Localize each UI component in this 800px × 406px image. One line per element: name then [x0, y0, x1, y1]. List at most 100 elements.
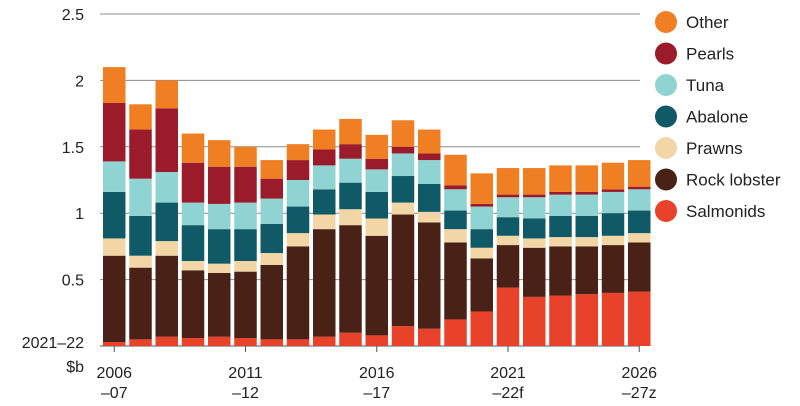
legend: Other Pearls Tuna Abalone Prawns Rock lobster… — [655, 11, 781, 222]
bar-segment-rock-lobster — [181, 270, 205, 339]
bar-segment-abalone — [208, 229, 231, 264]
bar-segment-rock-lobster — [418, 222, 441, 329]
bar-segment-pearls — [313, 149, 336, 166]
bar-segment-pearls — [470, 203, 493, 207]
bar-segment-abalone — [391, 176, 415, 203]
bar-segment-other — [470, 173, 493, 204]
bar-segment-salmonids — [601, 292, 625, 346]
bar-segment-prawns — [234, 261, 257, 272]
bar-segment-rock-lobster — [549, 246, 572, 296]
bar-segment-rock-lobster — [365, 235, 388, 336]
bar-segment-prawns — [208, 263, 231, 273]
bar-segment-pearls — [339, 144, 362, 159]
legend-label: Tuna — [686, 76, 725, 95]
bar-segment-salmonids — [549, 295, 572, 346]
bar-segment-abalone — [339, 182, 362, 210]
bar-segment-other — [601, 162, 625, 190]
bar-segment-salmonids — [286, 339, 310, 346]
bar-segment-abalone — [313, 189, 336, 215]
bar-segment-tuna — [234, 202, 257, 230]
bar-segment-abalone — [181, 225, 205, 262]
bar-segment-abalone — [365, 191, 388, 219]
bar-segment-tuna — [260, 198, 283, 224]
bar-segment-tuna — [339, 158, 362, 183]
bar-segment-pearls — [129, 129, 152, 179]
bar-segment-tuna — [208, 203, 231, 230]
bar-segment-rock-lobster — [391, 214, 415, 327]
bar-segment-prawns — [418, 211, 441, 223]
bar-segment-pearls — [155, 108, 178, 173]
bar-segment-rock-lobster — [628, 242, 651, 292]
bar-segment-pearls — [234, 166, 257, 203]
bar-segment-rock-lobster — [575, 246, 598, 295]
legend-label: Rock lobster — [686, 171, 781, 190]
bar-segment-abalone — [628, 210, 651, 234]
bar-segment-other — [234, 146, 257, 167]
bar-segment-prawns — [313, 214, 336, 230]
bar-segment-prawns — [523, 238, 546, 248]
bar-segment-salmonids — [339, 332, 362, 346]
bar-segment-pearls — [601, 189, 625, 192]
bar-segment-other — [523, 168, 546, 195]
bar-segment-salmonids — [129, 339, 152, 346]
bar-segment-rock-lobster — [339, 225, 362, 333]
bar-segment-salmonids — [181, 338, 205, 346]
x-tick-label: –22f — [492, 385, 524, 402]
bar-segment-salmonids — [103, 342, 126, 346]
bar-segment-salmonids — [391, 326, 415, 346]
bar-segment-other — [155, 80, 178, 109]
bar-segment-prawns — [129, 255, 152, 268]
bar-segment-abalone — [523, 218, 546, 239]
bar-segment-rock-lobster — [496, 245, 520, 288]
bar-segment-salmonids — [496, 287, 520, 346]
bar-segment-other — [496, 168, 520, 195]
bar-segment-pearls — [523, 194, 546, 198]
bar-segment-other — [313, 129, 336, 150]
bar-segment-salmonids — [418, 328, 441, 346]
legend-label: Abalone — [686, 108, 748, 127]
bar-segment-rock-lobster — [313, 229, 336, 337]
bar-segment-prawns — [339, 209, 362, 226]
y-axis-label-line2: $b — [66, 359, 84, 376]
bar-segment-other — [208, 140, 231, 167]
bar-segment-rock-lobster — [601, 245, 625, 293]
y-tick-label: 0.5 — [62, 273, 84, 290]
y-tick-label: 2.5 — [62, 7, 84, 24]
y-axis-label-line1: 2021–22 — [22, 335, 84, 352]
bar-segment-abalone — [496, 217, 520, 236]
legend-swatch-other — [655, 11, 677, 33]
bar-segment-pearls — [418, 153, 441, 161]
bar-segment-abalone — [549, 215, 572, 238]
bar-segment-prawns — [628, 233, 651, 243]
bar-segment-tuna — [601, 191, 625, 214]
bar-segment-other — [181, 133, 205, 163]
bar-segment-tuna — [286, 180, 310, 207]
bar-segment-tuna — [575, 194, 598, 216]
x-tick-label: 2006 — [96, 365, 132, 382]
bar-segment-other — [628, 160, 651, 187]
bar-segment-pearls — [260, 178, 283, 199]
bar-segment-tuna — [103, 161, 126, 192]
bar-segment-abalone — [234, 229, 257, 262]
bar-segment-pearls — [391, 146, 415, 154]
bar-segment-tuna — [181, 202, 205, 226]
bar-segment-prawns — [470, 247, 493, 259]
bar-segment-salmonids — [444, 319, 467, 346]
legend-swatch-abalone — [655, 105, 677, 128]
bar-segment-other — [575, 165, 598, 192]
bar-segment-prawns — [155, 241, 178, 256]
bar-segment-salmonids — [208, 336, 231, 346]
bar-segment-tuna — [313, 165, 336, 190]
x-tick-label: 2026 — [621, 365, 657, 382]
y-axis: 2021–22 $b 0.5 1 1.5 2 2.5 — [22, 7, 84, 376]
bar-segment-rock-lobster — [208, 272, 231, 337]
bar-segment-abalone — [155, 202, 178, 242]
bar-segment-pearls — [365, 158, 388, 170]
bar-segment-other — [549, 165, 572, 192]
bar-segment-tuna — [365, 169, 388, 192]
bar-segment-tuna — [549, 194, 572, 216]
bar-segment-tuna — [444, 189, 467, 211]
bar-segment-rock-lobster — [234, 271, 257, 339]
bar-segment-prawns — [601, 235, 625, 246]
